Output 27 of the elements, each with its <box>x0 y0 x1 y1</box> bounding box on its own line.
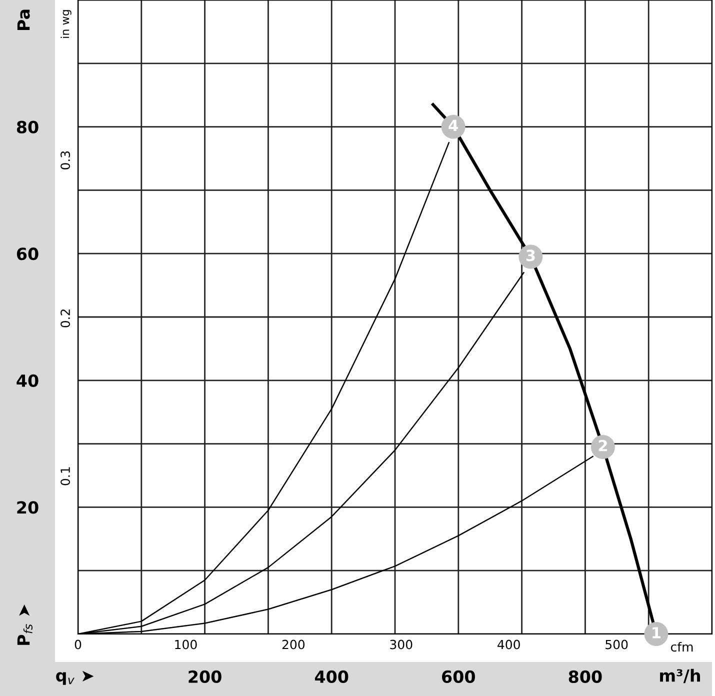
annotation: 2 <box>598 440 607 452</box>
x-axis-title: m³/h <box>660 668 700 684</box>
x2-axis-title: cfm <box>670 642 693 652</box>
x2-tick-label: 100 <box>175 640 197 650</box>
y2-axis-title: in wg <box>60 10 72 38</box>
text: P$_{fs}$ ➤ <box>17 604 32 645</box>
y-axis-title: Pa <box>17 10 30 30</box>
x-tick-label: 800 <box>568 670 602 684</box>
x2-tick-label: 0 <box>74 640 82 650</box>
y-tick-label: 20 <box>17 501 38 514</box>
x2-tick-label: 500 <box>606 640 628 650</box>
x-tick-label: 600 <box>442 670 475 684</box>
annotation: 3 <box>526 250 535 262</box>
y-tick-label: 60 <box>16 248 38 260</box>
y-tick-label: 40 <box>16 374 38 387</box>
x2-tick-label: 400 <box>498 640 520 650</box>
x-tick-label: 400 <box>314 670 348 684</box>
annotation: 4 <box>448 120 458 132</box>
x2-tick-label: 300 <box>390 640 412 650</box>
text: q$_{v}$ ➤ <box>56 670 94 685</box>
y2-tick-label: 0.3 <box>60 151 70 170</box>
annotation: 1 <box>652 627 660 638</box>
x-tick-label: 200 <box>188 670 222 684</box>
x2-tick-label: 200 <box>282 640 305 650</box>
y2-tick-label: 0.2 <box>60 309 70 328</box>
y2-tick-label: 0.1 <box>60 467 70 486</box>
y-tick-label: 80 <box>16 120 38 134</box>
